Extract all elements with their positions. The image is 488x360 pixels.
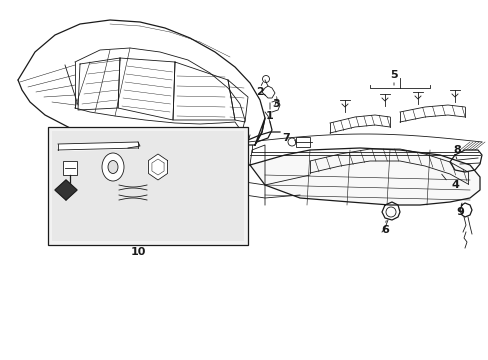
Ellipse shape [108,161,118,174]
Circle shape [287,138,295,146]
Text: 10: 10 [130,247,145,257]
Bar [295,137,309,147]
Text: 3: 3 [272,99,279,109]
Bar [63,161,77,175]
Text: 4: 4 [450,180,458,190]
Bar [52,131,244,241]
Text: 5: 5 [389,70,397,80]
Text: 7: 7 [282,133,289,143]
Ellipse shape [102,153,124,181]
Polygon shape [148,154,167,180]
Polygon shape [55,180,77,200]
Text: 1: 1 [265,111,273,121]
Text: 9: 9 [455,207,463,217]
Polygon shape [249,148,479,205]
Bar [48,127,247,245]
Text: 2: 2 [256,87,264,97]
Text: 8: 8 [452,145,460,155]
Text: 6: 6 [380,225,388,235]
